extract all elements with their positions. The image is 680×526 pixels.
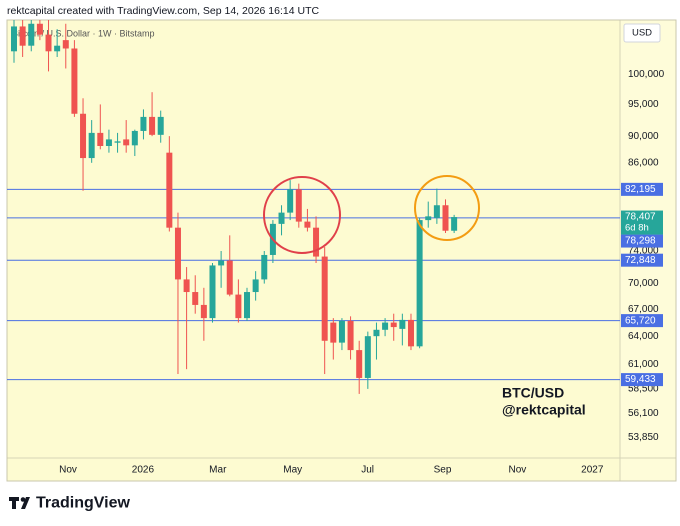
candle-body xyxy=(364,336,371,378)
candle-body xyxy=(390,322,397,328)
candle-body xyxy=(235,294,242,319)
candle-body xyxy=(321,256,328,341)
candle-body xyxy=(373,329,380,337)
y-tick-label: 67,000 xyxy=(628,304,659,315)
candle-body xyxy=(36,23,43,35)
level-price-box xyxy=(621,253,663,267)
candle-body xyxy=(347,320,354,351)
candle-body xyxy=(416,220,423,347)
symbol-label: Bitcoin / U.S. Dollar · 1W · Bitstamp xyxy=(12,28,155,38)
candle-body xyxy=(252,279,259,293)
x-tick-label: 2027 xyxy=(581,465,604,476)
last-price-box xyxy=(621,210,663,235)
currency-box xyxy=(623,23,661,43)
candle-body xyxy=(19,26,26,46)
candle-body xyxy=(105,139,112,146)
candle-body xyxy=(313,227,320,257)
candle-body xyxy=(244,292,251,319)
candle-body xyxy=(399,319,406,329)
candle-body xyxy=(330,322,337,343)
y-tick-label: 86,000 xyxy=(628,157,659,168)
candle-body xyxy=(131,130,138,146)
candle-body xyxy=(97,132,104,146)
candle-body xyxy=(356,350,363,378)
candle-body xyxy=(287,189,294,213)
candle-body xyxy=(218,260,225,266)
price-axis-panel xyxy=(620,20,676,481)
candle-body xyxy=(425,216,432,221)
y-tick-label: 95,000 xyxy=(628,99,659,110)
chart-border xyxy=(6,19,677,482)
candle-body xyxy=(28,23,35,46)
annotation: @rektcapital xyxy=(502,402,586,418)
level-price-box-label: 59,433 xyxy=(625,374,656,385)
y-tick-label: 64,000 xyxy=(628,331,659,342)
x-tick-label: Nov xyxy=(509,465,527,476)
candle-body xyxy=(433,205,440,218)
candle-body xyxy=(114,141,121,143)
x-tick-label: 2026 xyxy=(132,465,155,476)
candle-body xyxy=(295,189,302,222)
y-tick-label: 100,000 xyxy=(628,69,665,80)
y-tick-label: 90,000 xyxy=(628,131,659,142)
candle-body xyxy=(88,132,95,159)
highlight-circle xyxy=(263,176,341,254)
level-price-box xyxy=(621,234,663,248)
candle-body xyxy=(62,40,69,49)
level-price-box-label: 72,848 xyxy=(625,255,656,266)
x-tick-label: Sep xyxy=(434,465,452,476)
candle-body xyxy=(174,227,181,280)
candle-body xyxy=(140,116,147,131)
level-price-box xyxy=(621,373,663,387)
candle-body xyxy=(71,48,78,114)
x-tick-label: May xyxy=(283,465,302,476)
y-tick-label: 61,000 xyxy=(628,359,659,370)
y-tick-label: 70,000 xyxy=(628,278,659,289)
candle-body xyxy=(45,34,52,52)
brand-name: TradingView xyxy=(36,495,131,512)
y-tick-label: 53,850 xyxy=(628,432,659,443)
candle-body xyxy=(123,139,130,146)
currency-label: USD xyxy=(632,28,652,39)
level-price-box-label: 65,720 xyxy=(625,315,656,326)
candle-body xyxy=(183,279,190,293)
candle-body xyxy=(382,322,389,330)
candle-body xyxy=(442,205,449,231)
level-price-box xyxy=(621,314,663,328)
candle-body xyxy=(54,45,61,52)
candle-body xyxy=(278,212,285,224)
candle-body xyxy=(407,319,414,347)
last-price-label: 78,407 xyxy=(625,212,656,223)
y-tick-label: 56,100 xyxy=(628,408,659,419)
highlight-circle xyxy=(414,175,480,241)
level-price-box-label: 78,298 xyxy=(625,236,656,247)
candle-body xyxy=(166,152,173,228)
level-price-box xyxy=(621,182,663,196)
credit-line: rektcapital created with TradingView.com… xyxy=(7,5,319,17)
candle-body xyxy=(157,116,164,135)
candle-body xyxy=(149,116,156,135)
candle-body xyxy=(200,304,207,319)
level-price-box-label: 82,195 xyxy=(625,184,656,195)
countdown-label: 6d 8h xyxy=(625,223,649,234)
x-tick-label: Jul xyxy=(361,465,374,476)
y-tick-label: 58,500 xyxy=(628,384,659,395)
candle-body xyxy=(226,260,233,295)
candle-body xyxy=(304,221,311,228)
y-tick-label: 74,000 xyxy=(628,246,659,257)
candle-body xyxy=(11,26,17,52)
candle-body xyxy=(80,113,87,159)
annotation: BTC/USD xyxy=(502,385,564,401)
candle-body xyxy=(192,292,199,305)
candle-body xyxy=(338,320,345,343)
brand-logo xyxy=(9,497,30,509)
candle-body xyxy=(209,265,216,319)
x-tick-label: Nov xyxy=(59,465,77,476)
candle-body xyxy=(451,217,458,231)
candle-body xyxy=(261,254,268,280)
x-tick-label: Mar xyxy=(209,465,227,476)
plot xyxy=(7,20,620,394)
